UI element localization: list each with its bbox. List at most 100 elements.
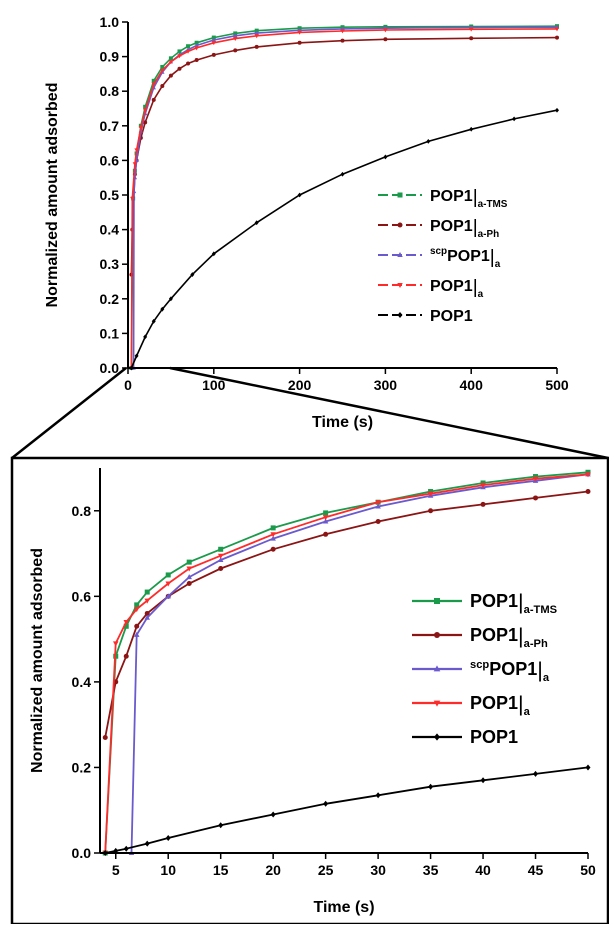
legend-entry-tms: POP1|a-TMS [412, 589, 557, 616]
data-point-pop1 [143, 334, 148, 340]
data-point-pop1 [160, 306, 165, 312]
legend-entry-tms: POP1|a-TMS [378, 187, 508, 210]
series-pop1 [129, 107, 559, 371]
data-point-ph [143, 120, 148, 125]
data-point-pop1 [428, 783, 434, 790]
y-tick-label: 0.8 [100, 83, 120, 99]
data-point-a [133, 607, 140, 613]
data-point-pop1 [218, 822, 224, 829]
y-tick-label: 0.0 [100, 360, 120, 376]
series-a [102, 472, 591, 856]
x-tick-label: 300 [374, 377, 398, 393]
legend-label-tms: POP1|a-TMS [430, 187, 508, 210]
data-point-scp [322, 518, 329, 524]
x-tick-label: 500 [545, 377, 569, 393]
data-point-pop1 [533, 770, 539, 777]
main-chart: 0 100 200 300 400 500 0.0 0.1 0.2 0.3 0.4 0.5 0.6 0.7… [44, 14, 569, 431]
y-tick-label: 0.3 [100, 256, 120, 272]
data-point-tms [428, 489, 434, 495]
series-ph [129, 35, 559, 277]
legend-marker-scp [433, 665, 441, 672]
data-point-a [211, 41, 216, 46]
data-point-ph [555, 35, 559, 40]
legend-entry-pop1: POP1 [412, 727, 518, 747]
x-tick-label: 20 [265, 862, 281, 878]
data-point-a [322, 515, 329, 521]
data-point-a [254, 34, 259, 39]
legend-marker-pop1 [397, 312, 403, 318]
data-point-ph [375, 518, 381, 524]
data-point-ph [186, 581, 192, 586]
y-tick-label: 0.2 [100, 291, 120, 307]
data-point-a [177, 54, 182, 59]
legend-label-ph: POP1|a-Ph [430, 217, 499, 240]
y-tick-label: 0.6 [72, 588, 92, 604]
data-point-tms [186, 559, 192, 565]
x-axis-label: Time (s) [313, 899, 374, 916]
data-point-scp [165, 593, 171, 599]
data-point-pop1 [512, 116, 517, 122]
data-point-a [186, 566, 192, 572]
data-point-tms [151, 78, 156, 83]
data-point-a [340, 29, 345, 34]
data-point-tms [134, 602, 140, 608]
y-tick-label: 1.0 [100, 14, 120, 30]
y-tick-label: 0.4 [72, 674, 92, 690]
legend-marker-tms [434, 598, 440, 604]
data-point-a [132, 162, 138, 167]
data-point-pop1 [134, 353, 139, 359]
data-point-scp [270, 535, 276, 541]
data-point-a [532, 476, 539, 482]
y-tick-label: 0.5 [100, 187, 120, 203]
x-tick-label: 45 [528, 862, 544, 878]
series-line-tms [130, 25, 558, 369]
data-point-a [297, 30, 302, 35]
data-point-ph [218, 566, 224, 572]
data-point-scp [133, 631, 140, 637]
legend-entry-ph: POP1|a-Ph [378, 217, 499, 240]
x-tick-label: 15 [213, 862, 229, 878]
legend-entry-pop1: POP1 [378, 308, 473, 325]
data-point-tms [480, 480, 486, 486]
data-point-scp [375, 503, 381, 509]
data-point-tms [211, 35, 216, 40]
legend-label-pop1: POP1 [470, 727, 518, 747]
inset-chart: 5 10 15 20 25 30 35 40 45 50 0.0 0.2 0.4 0.6 0.8 Time (… [29, 468, 596, 916]
x-tick-label: 40 [475, 862, 491, 878]
data-point-scp [186, 574, 192, 580]
data-point-ph [144, 610, 150, 616]
legend-entry-a: POP1|a [412, 691, 531, 718]
legend-marker-a [433, 700, 441, 707]
data-point-a [217, 553, 224, 559]
data-point-ph [533, 495, 539, 501]
data-point-tms [233, 31, 238, 36]
data-point-a [165, 581, 171, 587]
data-point-pop1 [480, 777, 486, 784]
data-point-ph [123, 653, 129, 659]
series-tms [129, 24, 559, 370]
data-point-pop1 [426, 138, 431, 144]
data-point-tms [533, 474, 539, 480]
data-point-tms [270, 525, 276, 531]
data-point-ph [160, 84, 165, 89]
data-point-pop1 [297, 192, 302, 198]
x-tick-label: 200 [288, 377, 312, 393]
data-point-a [112, 641, 119, 647]
y-axis-label: Normalized amount adsorbed [44, 83, 61, 308]
data-point-ph [383, 37, 388, 42]
data-point-a [144, 598, 150, 604]
y-tick-label: 0.0 [72, 845, 92, 861]
x-tick-label: 100 [202, 377, 226, 393]
data-point-ph [297, 40, 302, 45]
zoom-connector-right [169, 366, 609, 460]
data-point-ph [211, 52, 216, 57]
y-tick-label: 0.2 [72, 759, 92, 775]
data-point-tms [123, 623, 129, 629]
data-point-tms [254, 28, 259, 33]
data-point-pop1 [190, 272, 195, 277]
data-point-ph [585, 489, 591, 495]
data-point-scp [194, 43, 199, 48]
data-point-pop1 [151, 318, 156, 324]
data-point-tms [143, 104, 148, 109]
